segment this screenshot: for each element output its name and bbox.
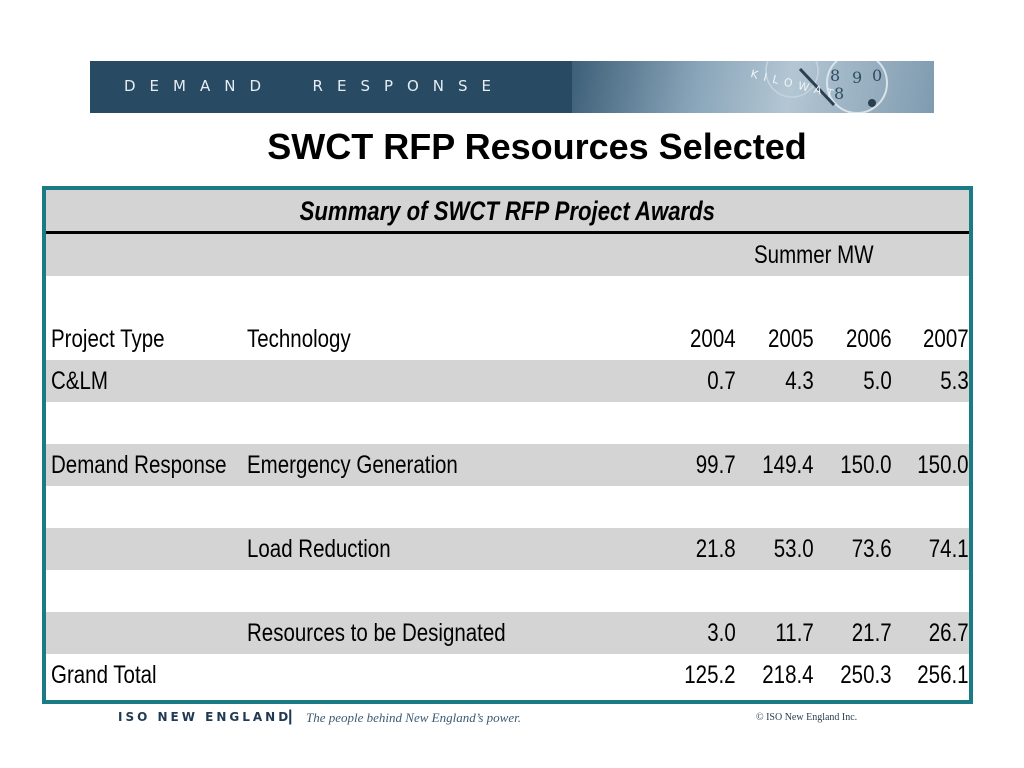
footer-org: ISO NEW ENGLAND (118, 710, 292, 724)
banner-title: DEMAND RESPONSE (124, 77, 506, 95)
column-header-2007: 2007 (923, 325, 969, 353)
table-row: Resources to be Designated 3.0 11.7 21.7… (46, 612, 969, 654)
column-header-project-type: Project Type (51, 325, 165, 353)
cell-2004: 21.8 (696, 535, 736, 563)
page-title: SWCT RFP Resources Selected (267, 126, 807, 167)
cell-2006: 5.0 (863, 367, 892, 395)
cell-2005: 218.4 (762, 661, 814, 689)
table-title-row: Summary of SWCT RFP Project Awards (46, 190, 969, 234)
cell-project-type: Grand Total (51, 661, 157, 689)
cell-2006: 250.3 (840, 661, 892, 689)
spacer-row (46, 402, 969, 444)
footer-copyright: © ISO New England Inc. (756, 712, 858, 723)
svg-text:8: 8 (830, 66, 840, 85)
cell-technology: Resources to be Designated (247, 619, 506, 647)
table-row: Demand Response Emergency Generation 99.… (46, 444, 969, 486)
cell-2007: 150.0 (917, 451, 969, 479)
table-row: C&LM 0.7 4.3 5.0 5.3 (46, 360, 969, 402)
column-header-2004: 2004 (690, 325, 736, 353)
cell-2007: 256.1 (917, 661, 969, 689)
meter-dial-image: 8 9 0 8 KILOWAT (572, 61, 934, 113)
column-header-2006: 2006 (846, 325, 892, 353)
svg-text:8: 8 (834, 84, 844, 103)
cell-2006: 150.0 (840, 451, 892, 479)
cell-2007: 26.7 (929, 619, 969, 647)
cell-2005: 53.0 (774, 535, 814, 563)
cell-2004: 0.7 (707, 367, 736, 395)
grand-total-row: Grand Total 125.2 218.4 250.3 256.1 (46, 654, 969, 696)
cell-technology: Emergency Generation (247, 451, 458, 479)
spacer-row (46, 486, 969, 528)
cell-2007: 74.1 (929, 535, 969, 563)
cell-2006: 21.7 (852, 619, 892, 647)
cell-2004: 99.7 (696, 451, 736, 479)
column-header-technology: Technology (247, 325, 351, 353)
cell-project-type: Demand Response (51, 451, 227, 479)
cell-2004: 3.0 (707, 619, 736, 647)
cell-project-type: C&LM (51, 367, 108, 395)
spacer-row (46, 276, 969, 318)
cell-2004: 125.2 (684, 661, 736, 689)
cell-technology: Load Reduction (247, 535, 391, 563)
cell-2005: 11.7 (775, 619, 814, 647)
footer: ISO NEW ENGLAND | The people behind New … (118, 708, 918, 730)
header-banner: DEMAND RESPONSE 8 9 0 8 KILOWAT (90, 61, 934, 113)
cell-2006: 73.6 (852, 535, 892, 563)
units-header-row: Summer MW (46, 234, 969, 276)
units-header: Summer MW (754, 241, 874, 269)
footer-separator: | (288, 708, 293, 725)
column-header-row: Project Type Technology 2004 2005 2006 2… (46, 318, 969, 360)
column-header-2005: 2005 (768, 325, 814, 353)
awards-table: Summary of SWCT RFP Project Awards Summe… (42, 186, 973, 704)
table-row: Load Reduction 21.8 53.0 73.6 74.1 (46, 528, 969, 570)
svg-text:9: 9 (852, 68, 862, 87)
cell-2007: 5.3 (940, 367, 969, 395)
table-title: Summary of SWCT RFP Project Awards (299, 196, 716, 226)
cell-2005: 149.4 (762, 451, 814, 479)
spacer-row (46, 570, 969, 612)
cell-2005: 4.3 (785, 367, 814, 395)
svg-text:0: 0 (872, 66, 882, 85)
footer-tagline: The people behind New England’s power. (306, 710, 521, 725)
